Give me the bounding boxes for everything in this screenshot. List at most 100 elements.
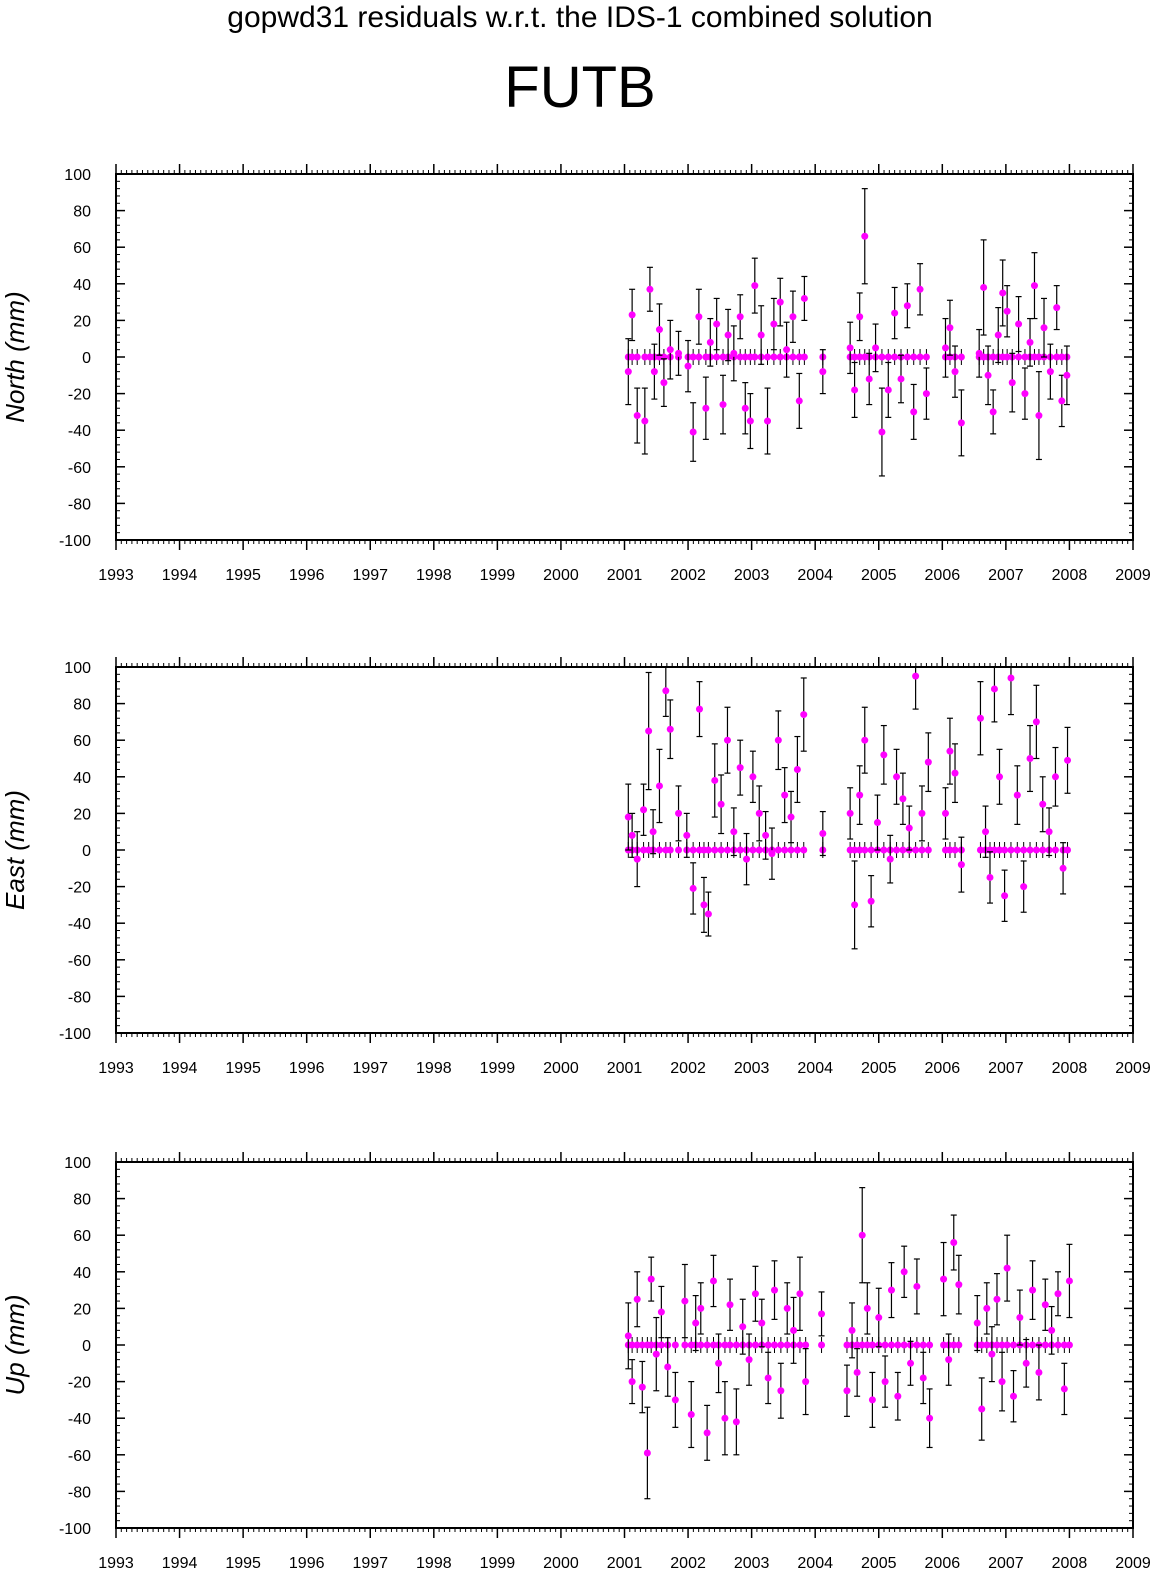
data-point: [856, 313, 864, 321]
x-tick-label: 2008: [1052, 1555, 1088, 1572]
data-point: [757, 331, 765, 339]
zero-point: [955, 1341, 963, 1349]
x-tick-label: 2009: [1115, 567, 1151, 584]
zero-point: [695, 353, 703, 361]
data-point: [774, 736, 782, 744]
data-point: [696, 705, 704, 713]
zero-point: [781, 846, 789, 854]
zero-point: [789, 353, 797, 361]
zero-point: [793, 846, 801, 854]
x-tick-label: 1996: [289, 567, 325, 584]
data-point: [848, 1326, 856, 1334]
data-point: [732, 1418, 740, 1426]
zero-point: [996, 846, 1004, 854]
zero-point: [1003, 353, 1011, 361]
zero-point: [721, 1341, 729, 1349]
data-point: [912, 672, 920, 680]
zero-point: [633, 353, 641, 361]
zero-point: [641, 353, 649, 361]
data-point: [1030, 282, 1038, 290]
y-tick-label: 0: [82, 843, 91, 860]
zero-point: [1060, 1341, 1068, 1349]
x-tick-label: 1993: [98, 567, 134, 584]
zero-point: [998, 1341, 1006, 1349]
x-tick-label: 1995: [225, 1555, 261, 1572]
data-point: [910, 408, 918, 416]
zero-point: [1035, 353, 1043, 361]
x-tick-label: 2001: [607, 1555, 643, 1572]
data-point: [872, 344, 880, 352]
x-tick-label: 2000: [543, 1555, 579, 1572]
data-point: [946, 747, 954, 755]
y-tick-label: 80: [73, 204, 91, 221]
data-point: [704, 910, 712, 918]
x-tick-label: 1997: [352, 1060, 388, 1077]
data-point: [751, 1290, 759, 1298]
zero-point: [703, 1341, 711, 1349]
data-point: [675, 349, 683, 357]
data-point: [989, 408, 997, 416]
data-point: [702, 404, 710, 412]
data-point: [787, 813, 795, 821]
zero-point: [891, 353, 899, 361]
data-point: [777, 1387, 785, 1395]
zero-point: [900, 1341, 908, 1349]
data-point: [1029, 1286, 1037, 1294]
data-point: [986, 873, 994, 881]
data-point: [851, 901, 859, 909]
data-point: [649, 828, 657, 836]
data-point: [894, 1392, 902, 1400]
data-point: [996, 773, 1004, 781]
data-point: [783, 1304, 791, 1312]
data-point: [1048, 1326, 1056, 1334]
x-tick-label: 2006: [925, 1555, 961, 1572]
data-point: [666, 725, 674, 733]
data-point: [743, 855, 751, 863]
data-point: [922, 390, 930, 398]
data-point: [700, 901, 708, 909]
y-tick-label: -80: [68, 496, 91, 513]
data-point: [657, 1308, 665, 1316]
zero-point: [657, 1341, 665, 1349]
x-tick-label: 1999: [480, 1060, 516, 1077]
zero-point: [856, 846, 864, 854]
x-tick-label: 1997: [352, 1555, 388, 1572]
data-point: [1045, 828, 1053, 836]
zero-point: [719, 353, 727, 361]
data-point: [1032, 718, 1040, 726]
data-point: [982, 828, 990, 836]
data-point: [724, 331, 732, 339]
y-tick-label: -80: [68, 989, 91, 1006]
data-point: [655, 326, 663, 334]
data-point: [983, 1304, 991, 1312]
data-point: [819, 830, 827, 838]
data-point: [762, 831, 770, 839]
zero-point: [993, 1341, 1001, 1349]
data-point: [941, 344, 949, 352]
zero-point: [1039, 846, 1047, 854]
data-point: [924, 758, 932, 766]
zero-point: [1003, 1341, 1011, 1349]
data-point: [730, 828, 738, 836]
zero-point: [764, 353, 772, 361]
data-point: [1010, 1392, 1018, 1400]
x-tick-label: 1998: [416, 1060, 452, 1077]
zero-point: [655, 846, 663, 854]
x-tick-label: 1994: [162, 1060, 198, 1077]
zero-point: [795, 353, 803, 361]
zero-point: [899, 846, 907, 854]
data-point: [1026, 755, 1034, 762]
y-tick-label: -60: [68, 1448, 91, 1465]
data-point: [1016, 1314, 1024, 1322]
data-point: [878, 428, 886, 436]
data-point: [652, 1350, 660, 1358]
zero-point: [903, 353, 911, 361]
data-point: [1013, 791, 1021, 799]
data-point: [941, 809, 949, 817]
data-point: [884, 386, 892, 394]
zero-point: [713, 353, 721, 361]
data-point: [736, 764, 744, 772]
y-tick-label: -20: [68, 387, 91, 404]
data-point: [633, 855, 641, 863]
data-point: [675, 809, 683, 817]
